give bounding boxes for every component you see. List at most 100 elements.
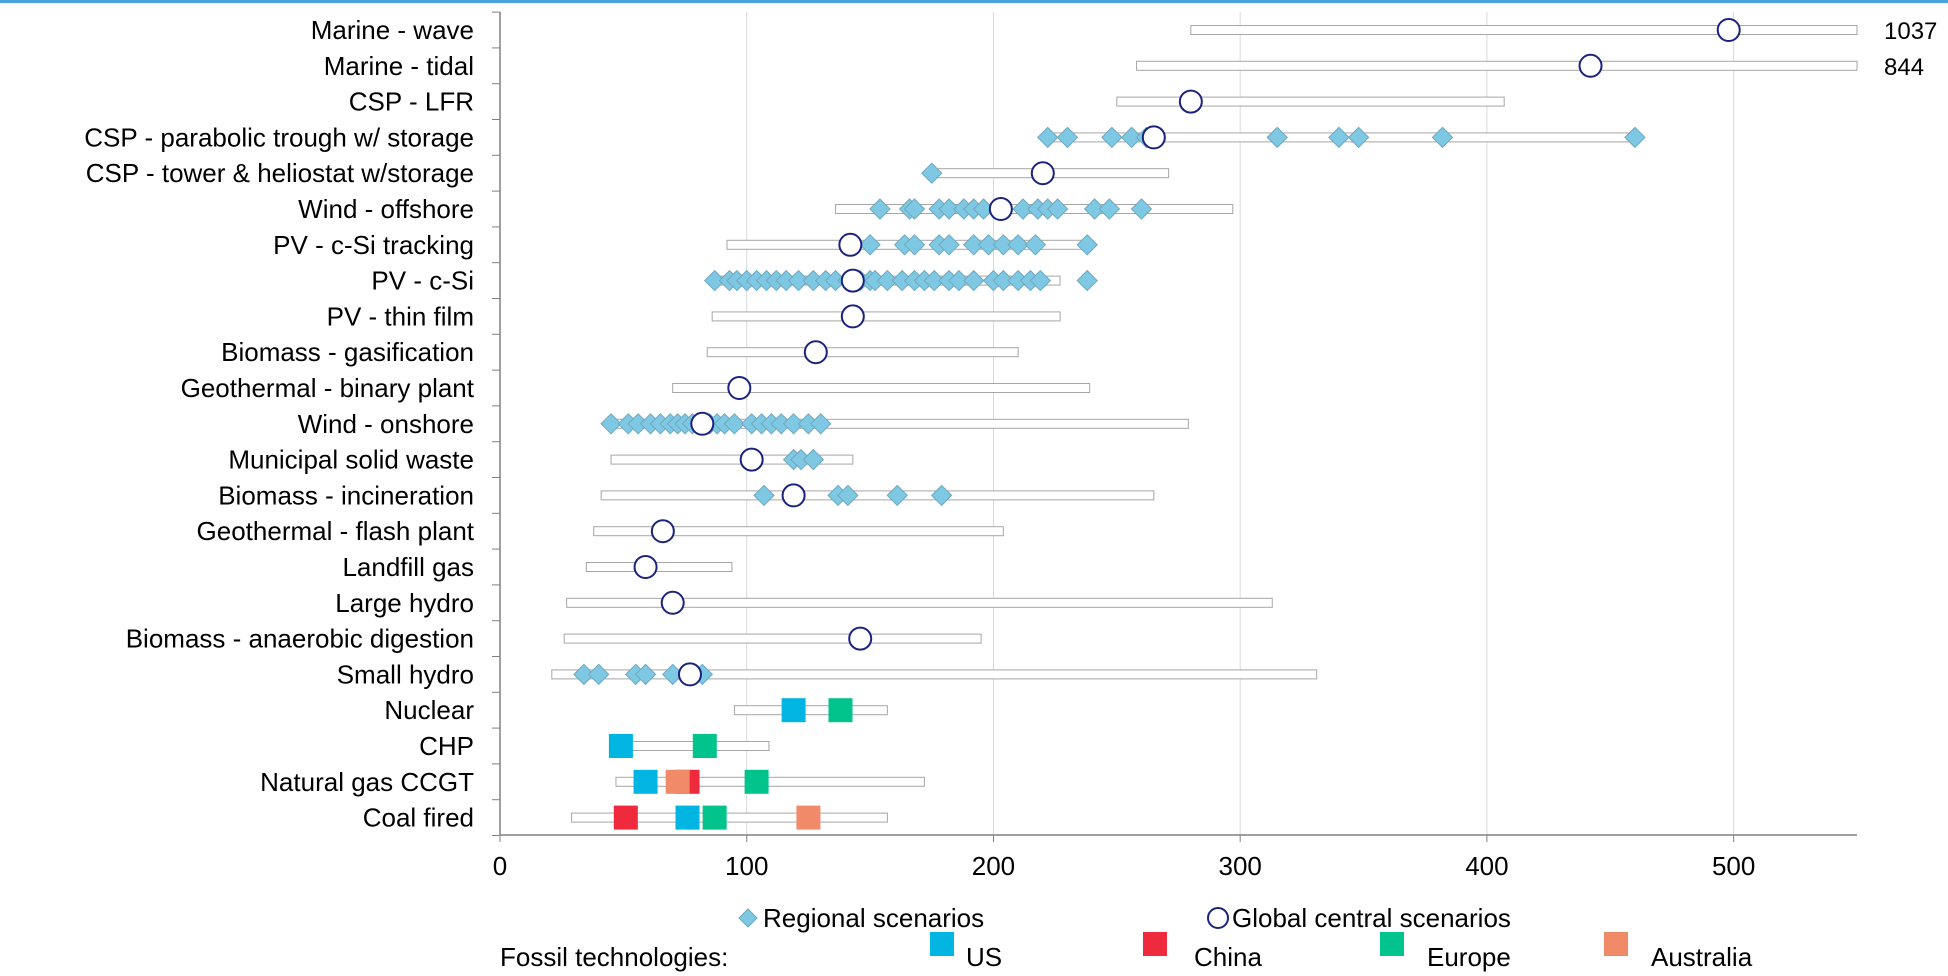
- central-circle: [838, 232, 863, 257]
- range-bar: [1190, 25, 1858, 35]
- regional-diamond: [1130, 198, 1153, 220]
- regional-diamond: [903, 198, 926, 220]
- range-bar: [600, 490, 1155, 501]
- range-bar: [571, 812, 888, 823]
- regional-diamond: [1024, 234, 1047, 256]
- regional-diamond: [963, 269, 985, 292]
- regional-diamond: [1347, 126, 1370, 149]
- regional-diamond: [938, 198, 960, 220]
- category-label: Biomass - incineration: [218, 480, 474, 510]
- fossil-square-europe: [702, 805, 727, 830]
- category-label: Large hydro: [335, 588, 474, 618]
- x-tick-label: 500: [1712, 851, 1755, 881]
- fossil-square-europe: [828, 698, 853, 723]
- regional-diamond: [600, 413, 622, 435]
- axes: [492, 11, 1857, 842]
- range-bar: [733, 705, 888, 716]
- central-circle: [803, 340, 828, 365]
- x-tick-label: 200: [972, 851, 1015, 881]
- fossil-square-australia: [665, 769, 690, 794]
- central-circle: [840, 304, 865, 329]
- regional-diamond: [1098, 198, 1121, 220]
- x-tick-label: 300: [1218, 851, 1261, 881]
- regional-diamond: [869, 198, 891, 220]
- fossil-legend-label: Australia: [1651, 942, 1753, 972]
- category-labels: Marine - wave Marine - tidal CSP - LFR CSP …: [84, 15, 475, 833]
- regional-diamond: [963, 234, 985, 256]
- category-label: Landfill gas: [342, 552, 474, 582]
- regional-diamond: [948, 269, 970, 292]
- regional-diamond: [1076, 234, 1098, 256]
- central-circle: [727, 376, 752, 400]
- regional-diamond: [921, 162, 943, 184]
- central-circle: [1716, 18, 1741, 42]
- regional-diamond: [1037, 126, 1059, 149]
- range-bar: [551, 669, 1318, 680]
- regional-diamond: [634, 663, 657, 686]
- range-bar: [563, 633, 982, 644]
- regional-diamond: [1029, 269, 1052, 292]
- fossil-square-europe: [744, 769, 769, 794]
- category-label: Geothermal - binary plant: [181, 373, 475, 403]
- range-bar: [711, 311, 1061, 322]
- regional-diamond: [1012, 198, 1034, 220]
- central-circle: [848, 626, 873, 651]
- regional-diamond: [923, 269, 945, 292]
- category-label: Municipal solid waste: [228, 445, 474, 475]
- category-label: Wind - offshore: [298, 194, 474, 224]
- fossil-square-australia: [796, 805, 821, 830]
- fossil-square-europe: [692, 734, 717, 758]
- fossil-legend-label: Europe: [1427, 942, 1511, 972]
- regional-diamond: [703, 269, 726, 292]
- regional-diamond: [903, 234, 926, 256]
- category-label: Nuclear: [384, 695, 474, 725]
- regional-diamond: [1007, 234, 1029, 256]
- range-bar: [593, 526, 1004, 537]
- central-circle: [677, 662, 702, 687]
- category-label: Coal fired: [363, 803, 474, 833]
- range-max-label: 1037: [1884, 18, 1937, 45]
- x-tick-label: 0: [493, 851, 507, 881]
- regional-diamond: [1101, 126, 1123, 149]
- central-circle: [1141, 125, 1166, 150]
- legend-regional-label: Regional scenarios: [763, 903, 984, 933]
- range-bar: [1116, 96, 1505, 107]
- x-tick-labels: 0 100 200 300 400 500: [493, 851, 1756, 881]
- range-bar: [1136, 60, 1858, 71]
- category-label: PV - thin film: [327, 301, 474, 331]
- category-label: Geothermal - flash plant: [197, 516, 475, 546]
- legend-circle: [1207, 907, 1229, 929]
- category-label: Marine - tidal: [324, 51, 474, 81]
- regional-diamond: [1076, 269, 1098, 292]
- range-bar: [566, 597, 1273, 608]
- category-label: CSP - parabolic trough w/ storage: [84, 122, 474, 152]
- regional-diamond: [859, 234, 881, 256]
- regional-diamond: [1431, 126, 1454, 149]
- legend-diamond: [738, 908, 758, 928]
- regional-diamond: [587, 663, 610, 686]
- fossil-square-us: [781, 698, 806, 723]
- regional-diamond: [1120, 126, 1143, 149]
- fossil-legend-swatch: [1143, 932, 1167, 956]
- regional-diamond: [938, 234, 960, 256]
- global-central-markers: [633, 18, 1741, 687]
- central-circle: [840, 268, 865, 293]
- category-label: Natural gas CCGT: [260, 767, 474, 797]
- central-circle: [660, 590, 685, 615]
- legend-central-label: Global central scenarios: [1232, 903, 1511, 933]
- category-label: CHP: [419, 731, 474, 761]
- category-label: CSP - tower & heliostat w/storage: [86, 158, 474, 188]
- category-label: PV - c-Si tracking: [273, 230, 474, 260]
- fossil-legend-label: China: [1194, 942, 1262, 972]
- x-tick-label: 400: [1465, 851, 1508, 881]
- range-bar: [706, 347, 1019, 358]
- range-bar: [672, 383, 1091, 393]
- fossil-legend-title: Fossil technologies:: [500, 942, 728, 972]
- category-label: Small hydro: [337, 659, 474, 689]
- fossil-legend-label: US: [966, 942, 1002, 972]
- range-bar: [585, 562, 733, 572]
- regional-diamond: [787, 269, 810, 292]
- fossil-square-us: [675, 805, 700, 830]
- category-label: Biomass - anaerobic digestion: [126, 624, 474, 654]
